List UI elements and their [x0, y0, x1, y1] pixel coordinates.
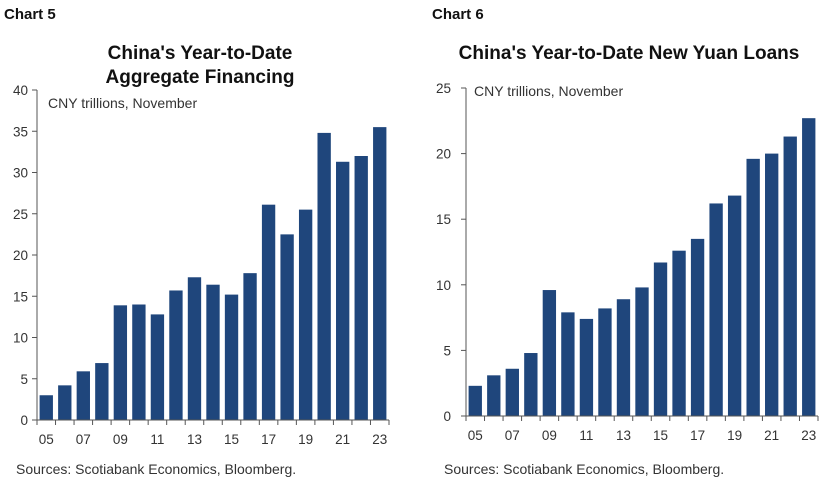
bar-08 — [95, 363, 109, 420]
y-tick-label: 15 — [436, 212, 451, 227]
y-tick-label: 20 — [436, 147, 451, 162]
bar-23 — [802, 118, 816, 417]
x-tick-label: 11 — [579, 428, 593, 443]
x-tick-label: 09 — [113, 432, 128, 447]
bar-15 — [224, 294, 239, 420]
bar-12 — [169, 290, 183, 420]
x-tick-label: 17 — [261, 432, 276, 447]
bar-13 — [616, 299, 631, 416]
chart-title: China's Year-to-Date New Yuan Loans — [458, 43, 800, 64]
y-tick-label: 20 — [13, 248, 28, 263]
y-tick-label: 5 — [443, 343, 451, 358]
bar-06 — [58, 385, 72, 420]
bar-08 — [524, 353, 538, 416]
x-tick-label: 07 — [505, 428, 520, 443]
bar-18 — [280, 234, 294, 420]
bar-10 — [561, 312, 575, 416]
x-tick-label: 21 — [335, 432, 350, 447]
y-tick-label: 0 — [20, 413, 28, 428]
bar-13 — [187, 277, 202, 420]
x-tick-label: 13 — [616, 428, 631, 443]
x-tick-label: 15 — [224, 432, 239, 447]
bar-22 — [783, 136, 797, 416]
bar-19 — [727, 195, 742, 416]
chart-number-label: Chart 6 — [432, 6, 484, 23]
y-tick-label: 0 — [443, 409, 451, 424]
bar-09 — [113, 305, 128, 420]
y-tick-label: 30 — [13, 166, 28, 181]
x-tick-label: 23 — [372, 432, 387, 447]
bar-20 — [317, 132, 331, 420]
x-tick-label: 07 — [76, 432, 91, 447]
bar-21 — [765, 153, 779, 416]
x-tick-label: 17 — [690, 428, 705, 443]
chart-title-line-1: China's Year-to-Date — [107, 43, 293, 64]
chart-panel-new-yuan-loans: Chart 6 China's Year-to-Date New Yuan Lo… — [414, 0, 828, 482]
bar-16 — [243, 273, 257, 420]
bar-22 — [354, 156, 368, 420]
bar-20 — [746, 158, 760, 416]
y-tick-label: 15 — [13, 289, 28, 304]
bar-18 — [709, 203, 723, 416]
bar-17 — [261, 204, 276, 420]
bar-09 — [542, 290, 557, 416]
x-tick-label: 05 — [468, 428, 483, 443]
x-tick-label: 05 — [39, 432, 54, 447]
bar-17 — [690, 238, 705, 416]
unit-annotation: CNY trillions, November — [48, 95, 197, 111]
y-tick-label: 10 — [436, 278, 451, 293]
bar-11 — [579, 318, 594, 416]
bar-06 — [487, 375, 501, 416]
y-tick-label: 25 — [13, 207, 28, 222]
bar-12 — [598, 308, 612, 416]
source-note: Sources: Scotiabank Economics, Bloomberg… — [444, 461, 725, 477]
bar-14 — [206, 284, 220, 420]
y-tick-label: 5 — [20, 372, 28, 387]
x-tick-label: 13 — [187, 432, 202, 447]
x-tick-label: 09 — [542, 428, 557, 443]
unit-annotation: CNY trillions, November — [474, 83, 623, 99]
bar-15 — [653, 262, 668, 416]
x-tick-label: 15 — [653, 428, 668, 443]
bar-10 — [132, 304, 146, 420]
x-tick-label: 19 — [298, 432, 313, 447]
x-tick-label: 11 — [150, 432, 164, 447]
chart-number-label: Chart 5 — [4, 6, 56, 23]
bar-19 — [298, 209, 313, 420]
x-tick-label: 23 — [801, 428, 816, 443]
y-tick-label: 25 — [436, 81, 451, 96]
chart-title-line-2: Aggregate Financing — [105, 67, 295, 88]
x-tick-label: 19 — [727, 428, 742, 443]
y-tick-label: 40 — [13, 83, 28, 98]
bar-11 — [150, 314, 165, 420]
y-tick-label: 10 — [13, 331, 28, 346]
bar-16 — [672, 250, 686, 416]
bar-05 — [468, 385, 482, 416]
bar-chart-aggregate-financing: CNY trillions, November05101520253035400… — [13, 83, 390, 447]
bar-07 — [76, 371, 90, 420]
y-tick-label: 35 — [13, 124, 28, 139]
bar-23 — [373, 127, 387, 420]
chart-title: China's Year-to-Date Aggregate Financing — [30, 42, 370, 90]
source-note: Sources: Scotiabank Economics, Bloomberg… — [16, 461, 297, 477]
bar-05 — [39, 395, 53, 420]
chart-panel-aggregate-financing: Chart 5 China's Year-to-Date Aggregate F… — [4, 6, 390, 477]
bar-14 — [635, 287, 649, 416]
bar-21 — [336, 161, 350, 420]
x-tick-label: 21 — [764, 428, 779, 443]
bar-07 — [505, 368, 519, 416]
